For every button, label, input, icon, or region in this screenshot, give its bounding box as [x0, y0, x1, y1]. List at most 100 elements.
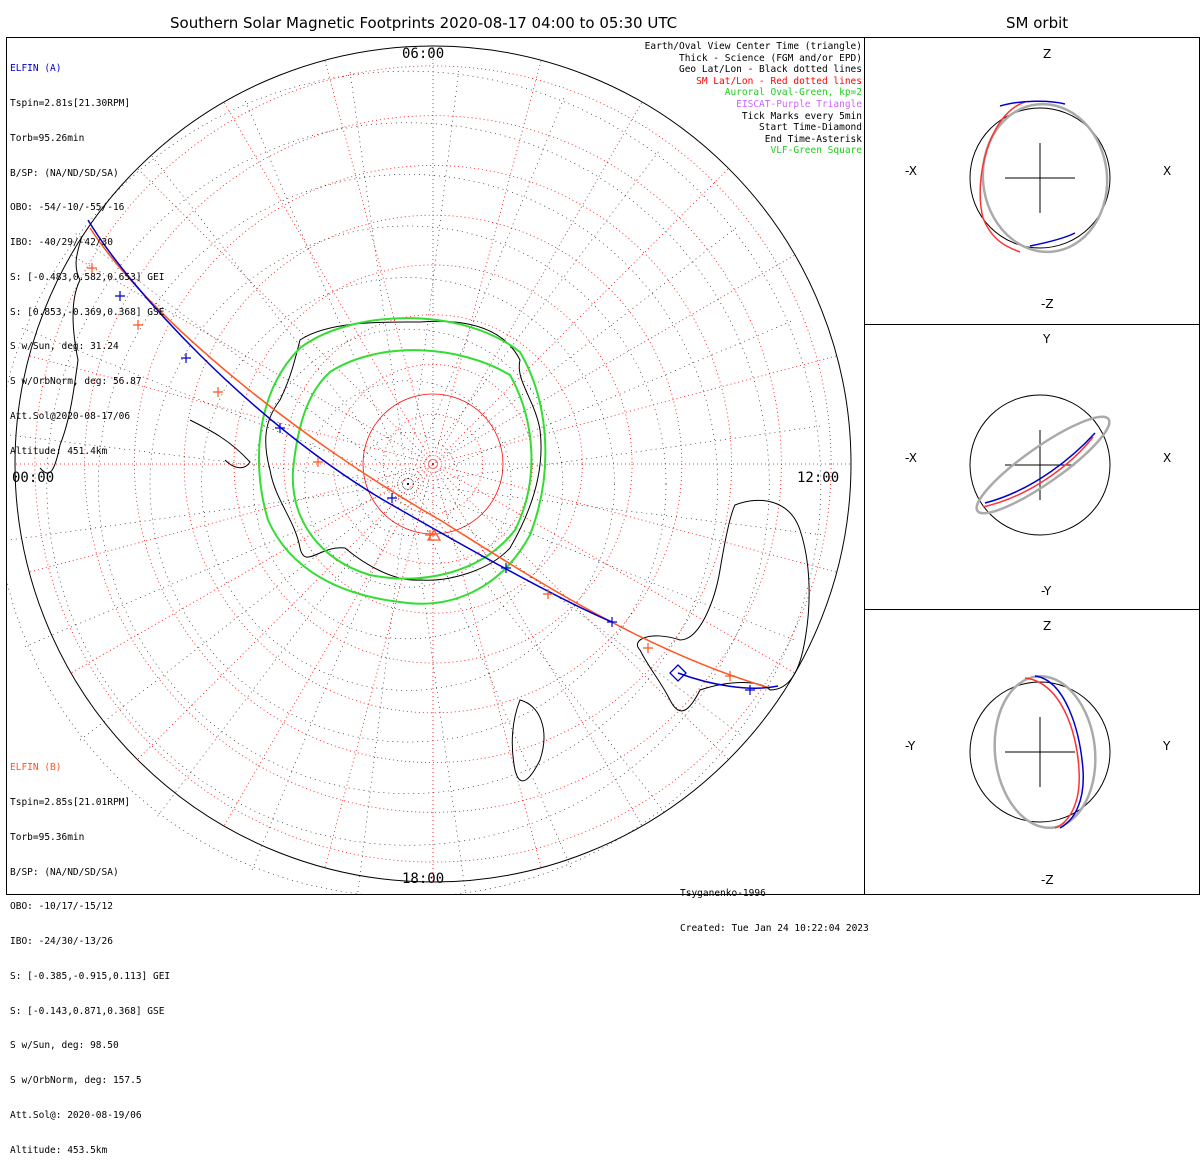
sm-longitude-line	[223, 101, 434, 465]
sm-longitude-line	[70, 463, 434, 674]
geo-longitude-line	[156, 483, 409, 819]
sm-longitude-line	[432, 254, 796, 465]
legend-entry: Tick Marks every 5min	[741, 110, 862, 122]
geo-longitude-line	[244, 99, 409, 485]
elfin-b-line: IBO: -24/30/-13/26	[10, 936, 113, 948]
footer-created: Created: Tue Jan 24 10:22:04 2023	[680, 922, 869, 934]
sm-longitude-line	[432, 60, 542, 465]
geo-longitude-line	[407, 483, 823, 536]
start-diamond-marker	[669, 664, 687, 682]
geo-longitude-line	[407, 483, 572, 869]
sm-longitude-line	[432, 463, 542, 868]
orbit-ellipse-gray	[975, 415, 1111, 515]
geo-latitude-circle	[304, 380, 512, 588]
legend-entry: SM Lat/Lon - Red dotted lines	[696, 75, 862, 87]
elfin-b-line: S w/Sun, deg: 98.50	[10, 1040, 119, 1052]
orbit-axis-right: Y	[1162, 739, 1171, 753]
geo-longitude-line	[407, 96, 565, 485]
geo-longitude-line	[23, 483, 409, 648]
sm-longitude-line	[432, 463, 643, 827]
sm-longitude-line	[29, 355, 434, 465]
geo-latitude-circle	[252, 328, 564, 640]
main-title: Southern Solar Magnetic Footprints 2020-…	[170, 14, 678, 32]
orbit-track-a	[984, 432, 1096, 504]
plot-boundary-circle	[14, 45, 852, 883]
orbit-axis-bottom: -Z	[1041, 297, 1054, 311]
sm-longitude-line	[432, 463, 729, 760]
elfin-b-line: Altitude: 453.5km	[10, 1144, 108, 1156]
elfin-a-tick-marker	[745, 685, 755, 695]
elfin-b-line: OBO: -10/17/-15/12	[10, 901, 113, 913]
elfin-a-line: Torb=95.26min	[10, 132, 85, 144]
sm-longitude-line	[70, 254, 434, 465]
elfin-a-line: S: [0.853,-0.369,0.368] GSE	[10, 306, 165, 318]
elfin-b-track	[89, 227, 771, 689]
elfin-a-line: Att.Sol@2020-08-17/06	[10, 411, 131, 422]
view-center-triangle	[426, 528, 442, 541]
sm-pole-circle	[362, 393, 504, 535]
geo-longitude-line	[407, 69, 460, 485]
footer: Tsyganenko-1996 Created: Tue Jan 24 10:2…	[680, 865, 869, 946]
geo-latitude-circle	[201, 277, 615, 691]
elfin-b-tick-marker	[543, 589, 553, 599]
sm-longitude-line	[432, 168, 729, 465]
elfin-b-name: ELFIN (B)	[10, 762, 62, 774]
south-america-coastline	[39, 235, 83, 474]
elfin-b-tick-marker	[87, 263, 97, 273]
legend-entry: End Time-Asterisk	[764, 133, 862, 145]
elfin-a-tick-marker	[607, 617, 617, 627]
orbit-plot-xz: Z -Z -X X	[905, 47, 1171, 311]
elfin-a-line: OBO: -54/-10/-55/-16	[10, 202, 125, 214]
geo-longitude-line	[407, 425, 822, 485]
geo-latitude-circle	[149, 225, 667, 743]
geo-longitude-line	[6, 483, 409, 541]
geo-latitude-circle	[98, 174, 718, 794]
sm-longitude-line	[432, 463, 796, 674]
elfin-a-tick-marker	[501, 563, 511, 573]
elfin-a-tick-marker	[275, 423, 285, 433]
orbit-track-b	[979, 101, 1026, 253]
elfin-a-tick-marker	[387, 493, 397, 503]
elfin-b-tick-marker	[213, 387, 223, 397]
elfin-b-tick-marker	[725, 671, 735, 681]
legend: Earth/Oval View Center Time (triangle) T…	[645, 41, 862, 157]
grid-layer	[6, 45, 852, 895]
sm-longitude-line	[137, 168, 434, 465]
legend-entry: Earth/Oval View Center Time (triangle)	[644, 41, 862, 52]
orbit-axis-bottom: -Z	[1041, 873, 1054, 887]
australia-coastline	[637, 499, 810, 712]
sm-longitude-line	[432, 101, 643, 465]
elfin-b-tick-marker	[133, 320, 143, 330]
elfin-b-tick-marker	[313, 457, 323, 467]
orbit-axis-top: Y	[1042, 332, 1051, 346]
sm-latitude-circle	[283, 314, 583, 614]
elfin-b-line: S: [-0.143,0.871,0.368] GSE	[10, 1005, 165, 1017]
elfin-a-track	[87, 219, 779, 689]
earth-outline	[969, 107, 1111, 249]
polar-footprint-map: 06:00 00:00 12:00 18:00	[6, 45, 852, 895]
sm-latitude-circle	[134, 165, 732, 763]
sm-latitude-circle	[382, 413, 484, 515]
mlt-label-left: 00:00	[12, 470, 54, 486]
orbit-plot-xy: Y -Y -X X	[905, 332, 1171, 598]
elfin-a-line: S: [-0.483,0.582,0.653] GEI	[10, 271, 165, 283]
sm-longitude-line	[432, 355, 837, 465]
elfin-b-line: B/SP: (NA/ND/SD/SA)	[10, 866, 119, 878]
africa-coastline	[511, 699, 545, 782]
auroral-oval-inner	[291, 349, 533, 580]
sm-longitude-line	[29, 463, 434, 573]
auroral-oval-outer	[258, 317, 547, 605]
orbit-track-a	[1029, 232, 1076, 247]
elfin-b-tick-marker	[425, 530, 435, 540]
legend-entry: Geo Lat/Lon - Black dotted lines	[678, 64, 862, 76]
sm-longitude-line	[324, 60, 434, 465]
orbit-track-a	[1034, 675, 1084, 829]
elfin-a-name: ELFIN (A)	[10, 63, 62, 75]
geo-latitude-circle	[6, 70, 822, 895]
legend-entry: EISCAT-Purple Triangle	[736, 98, 862, 110]
sm-longitude-line	[324, 463, 434, 868]
antarctica-coastline	[265, 320, 542, 581]
track-layer	[87, 219, 779, 695]
sm-longitude-line	[223, 463, 434, 827]
elfin-b-line: S: [-0.385,-0.915,0.113] GEI	[10, 970, 171, 982]
